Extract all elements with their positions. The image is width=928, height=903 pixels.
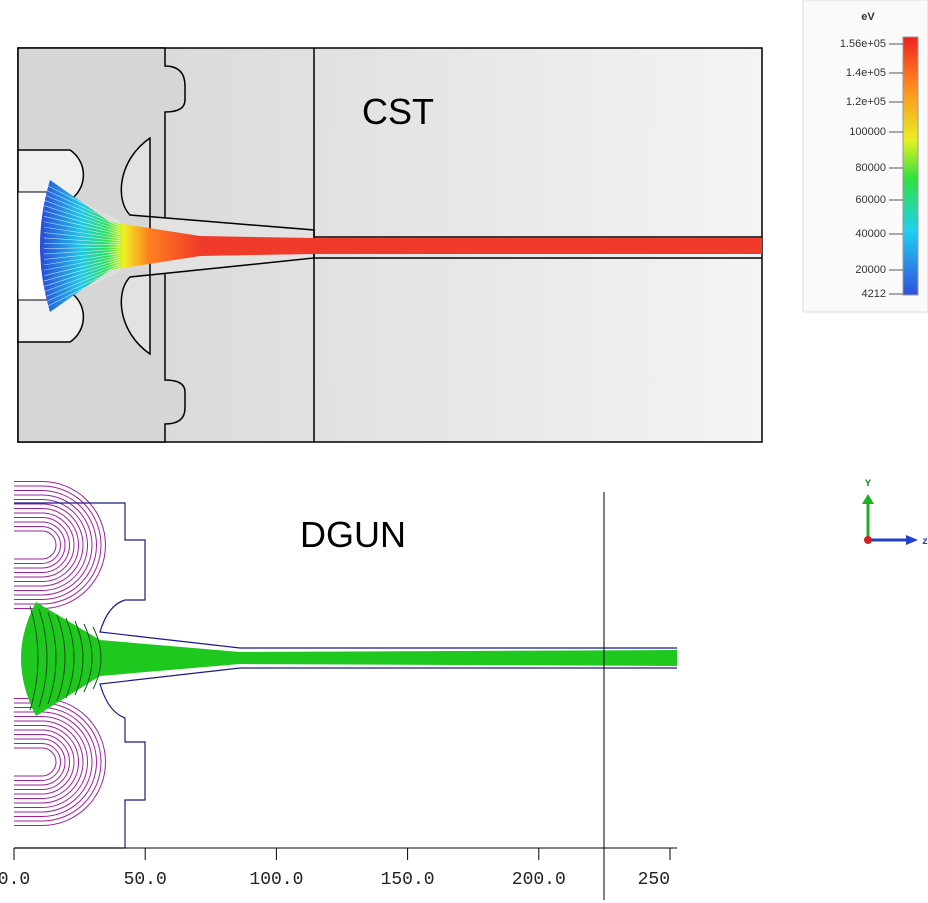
colorbar-unit: eV — [861, 11, 875, 23]
cst-panel: CST — [18, 48, 762, 442]
axis-tick-label: 200.0 — [512, 870, 566, 890]
colorbar-tick-label: 4212 — [862, 288, 886, 300]
axis-tick-label: 0.0 — [0, 870, 30, 890]
field-line — [14, 509, 79, 582]
axis-tick-label: 50.0 — [124, 870, 167, 890]
origin — [864, 536, 872, 544]
colorbar-scale — [903, 37, 918, 295]
field-line — [14, 504, 83, 586]
cst-label: CST — [362, 91, 434, 132]
axis-tick-label: 100.0 — [249, 870, 303, 890]
field-line — [14, 708, 97, 817]
axis-triad: Y z — [862, 479, 928, 548]
dgun-panel: DGUN 0.0 50.0 100.0 150.0 200.0 250 — [0, 482, 677, 901]
field-line — [14, 739, 65, 785]
page: Gun simulation comparison {"cst": {"labe… — [0, 0, 928, 903]
field-line — [14, 735, 70, 790]
dgun-label: DGUN — [300, 514, 406, 555]
colorbar-tick-label: 40000 — [855, 228, 886, 240]
field-line — [14, 518, 70, 573]
figure: CST eV 1.56e+05 1.4e+05 1.2e+05 100000 80000… — [0, 0, 928, 903]
colorbar-tick-label: 1.4e+05 — [846, 67, 886, 79]
colorbar-tick-label: 1.2e+05 — [846, 96, 886, 108]
axis-tick-label: 250 — [638, 870, 670, 890]
colorbar-tick-label: 1.56e+05 — [840, 38, 886, 50]
colorbar-tick-label: 100000 — [849, 126, 886, 138]
colorbar-tick-label: 20000 — [855, 264, 886, 276]
body: CST eV 1.56e+05 1.4e+05 1.2e+05 100000 80000… — [0, 0, 928, 903]
x-axis: 0.0 50.0 100.0 150.0 200.0 250 — [0, 848, 677, 890]
colorbar-tick-label: 60000 — [855, 194, 886, 206]
field-line — [14, 522, 65, 568]
colorbar-tick-label: 80000 — [855, 162, 886, 174]
field-line — [14, 726, 79, 799]
field-line — [14, 527, 61, 564]
field-line — [14, 531, 56, 559]
beam — [21, 602, 677, 716]
axis-tick-label: 150.0 — [381, 870, 435, 890]
field-line — [14, 748, 56, 776]
field-line — [14, 744, 61, 781]
field-line — [14, 721, 83, 803]
z-arrowhead — [906, 535, 918, 545]
y-label: Y — [865, 479, 871, 490]
z-label: z — [922, 537, 928, 548]
colorbar: eV 1.56e+05 1.4e+05 1.2e+05 100000 80000 6000… — [803, 0, 928, 312]
y-arrowhead — [862, 494, 874, 504]
field-line — [14, 491, 97, 600]
